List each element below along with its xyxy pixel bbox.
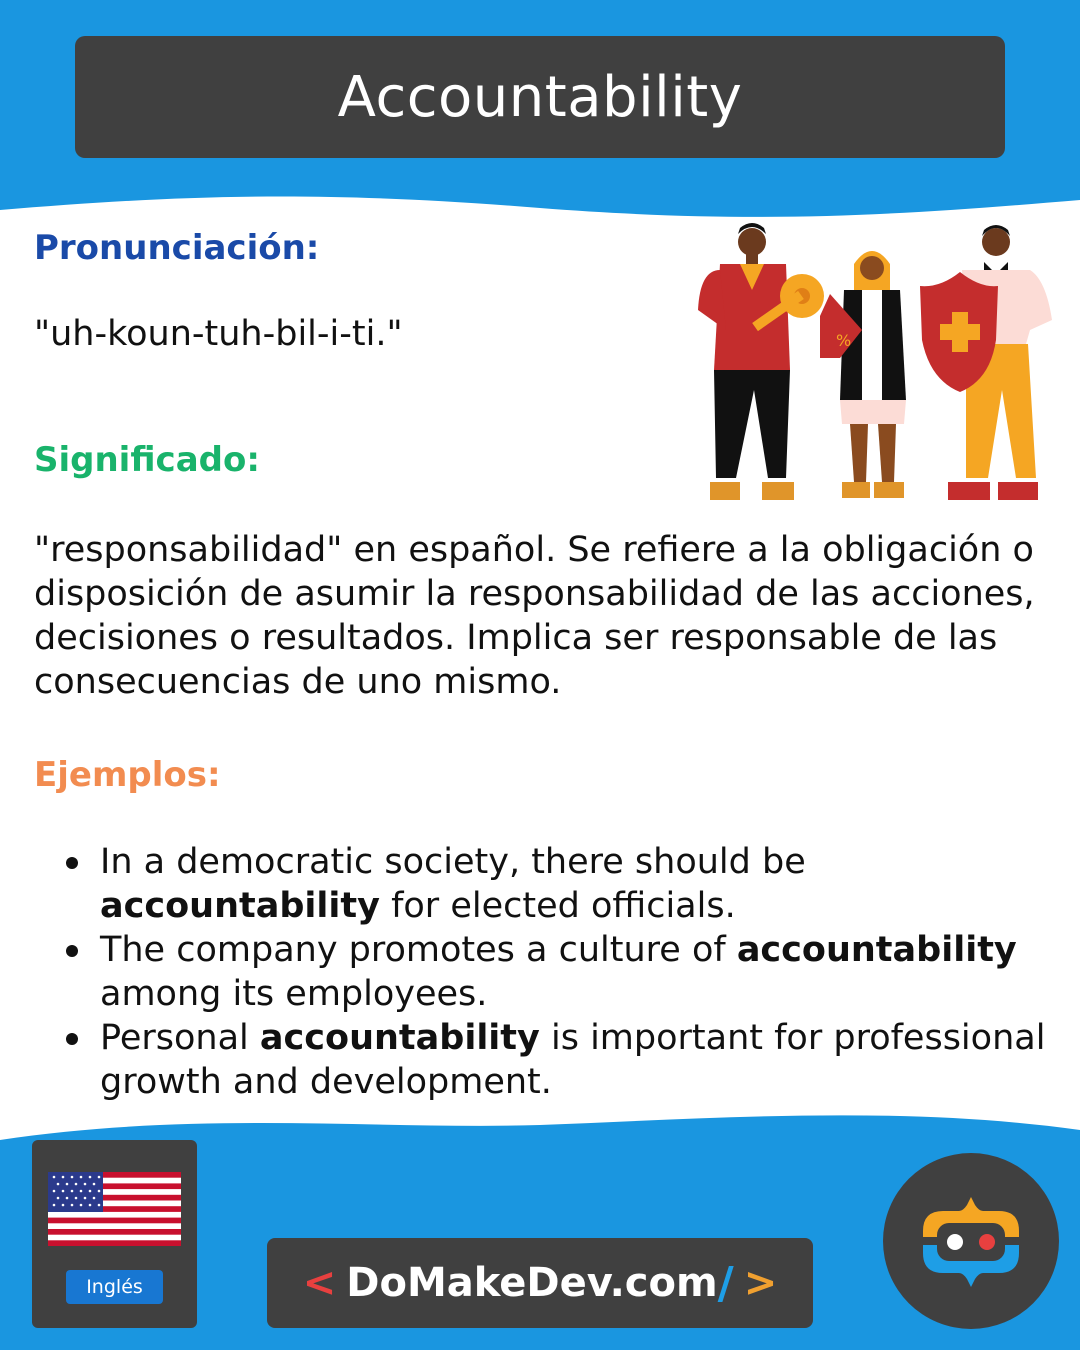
svg-text:%: %	[836, 331, 851, 350]
language-card: Inglés	[32, 1140, 197, 1328]
key-icon	[752, 274, 824, 332]
brand-slash: /	[717, 1257, 734, 1309]
domakedev-logo-icon	[883, 1153, 1059, 1329]
brand-name: DoMakeDev.com	[346, 1260, 718, 1306]
shield-icon	[920, 272, 998, 392]
brand-banner[interactable]: < DoMakeDev.com / >	[267, 1238, 813, 1328]
page-title: Accountability	[337, 64, 743, 130]
list-item: The company promotes a culture of accoun…	[60, 928, 1050, 1016]
examples-list: In a democratic society, there should be…	[60, 840, 1050, 1104]
people-illustration: %	[698, 223, 1052, 500]
meaning-text: "responsabilidad" en español. Se refiere…	[34, 530, 1035, 702]
meaning-label: Significado:	[34, 440, 260, 480]
discount-tag-icon: %	[820, 294, 862, 358]
person-with-tag	[840, 251, 906, 498]
pronunciation-label: Pronunciación:	[34, 228, 320, 268]
brand-right-bracket: >	[743, 1260, 778, 1306]
pronunciation-text: "uh-koun-tuh-bil-i-ti."	[34, 314, 403, 354]
list-item: Personal accountability is important for…	[60, 1016, 1050, 1104]
language-badge: Inglés	[66, 1270, 163, 1304]
examples-label: Ejemplos:	[34, 755, 221, 795]
title-banner: Accountability	[75, 36, 1005, 158]
us-flag-icon	[48, 1172, 181, 1246]
list-item: In a democratic society, there should be…	[60, 840, 1050, 928]
brand-left-bracket: <	[302, 1260, 337, 1306]
person-with-key	[698, 223, 794, 500]
